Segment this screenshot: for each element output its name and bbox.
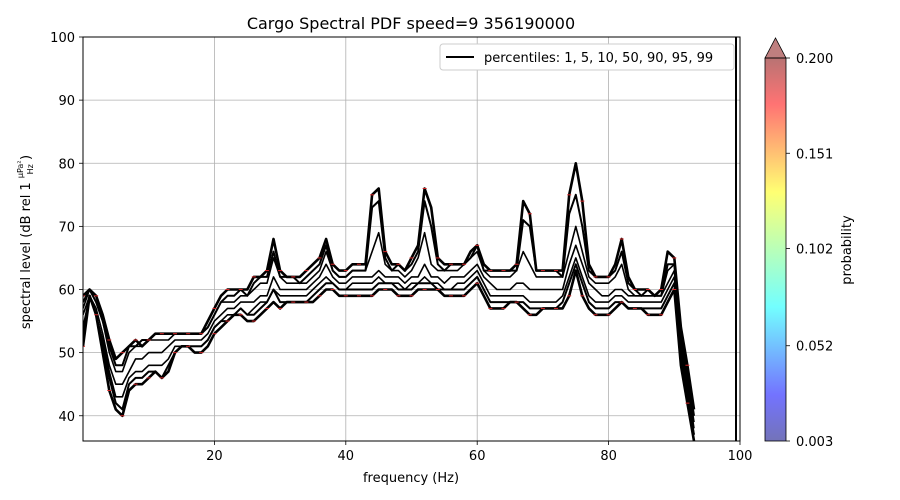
legend-label: percentiles: 1, 5, 10, 50, 90, 95, 99 xyxy=(484,51,713,66)
colorbar-extend-arrow xyxy=(764,37,787,59)
y-tick-label: 80 xyxy=(58,157,75,172)
colorbar-ticks: 0.003 0.052 0.102 0.151 0.200 xyxy=(786,52,833,450)
y-tick-label: 70 xyxy=(58,220,75,235)
y-tick-label: 100 xyxy=(50,31,75,46)
colorbar-gradient xyxy=(765,58,786,441)
y-tick-label: 60 xyxy=(58,284,75,299)
colorbar-tick-label: 0.102 xyxy=(796,243,833,258)
y-tick-label: 50 xyxy=(58,347,75,362)
y-tick-label: 90 xyxy=(58,94,75,109)
colorbar-frame xyxy=(764,57,787,442)
x-tick-label: 40 xyxy=(338,449,355,464)
percentile-line-p95 xyxy=(83,193,695,416)
plot-frame xyxy=(82,36,741,442)
colorbar-tick-label: 0.200 xyxy=(796,52,833,67)
y-axis-label-suffix: ) xyxy=(19,155,34,160)
y-axis-label: spectral level (dB rel 1 μPa² Hz ) xyxy=(12,155,37,329)
colorbar: 0.003 0.052 0.102 0.151 0.200 probability xyxy=(764,37,855,450)
x-tick-label: 100 xyxy=(728,449,753,464)
y-tick-label: 40 xyxy=(58,410,75,425)
percentile-line-p99 xyxy=(83,162,696,410)
grid xyxy=(83,36,741,441)
colorbar-tick-label: 0.151 xyxy=(796,147,833,162)
svg-text:spectral level (dB rel 1: spectral level (dB rel 1 μPa² Hz ) xyxy=(12,155,37,329)
x-tick-label: 20 xyxy=(206,449,223,464)
y-axis-label-fraction-den: Hz xyxy=(26,164,35,174)
colorbar-tick-label: 0.052 xyxy=(796,340,833,355)
x-tick-label: 60 xyxy=(469,449,486,464)
axis-ticks: 20 40 60 80 100 40 50 60 70 80 90 100 xyxy=(50,31,752,464)
legend: percentiles: 1, 5, 10, 50, 90, 95, 99 xyxy=(439,43,735,71)
legend-box xyxy=(439,43,735,71)
percentile-line-p50 xyxy=(83,244,695,429)
colorbar-label: probability xyxy=(840,215,855,285)
y-axis-label-prefix: spectral level (dB rel 1 xyxy=(19,182,34,329)
chart-title: Cargo Spectral PDF speed=9 356190000 xyxy=(247,14,575,33)
x-axis-label: frequency (Hz) xyxy=(363,471,459,486)
y-axis-label-fraction: μPa² xyxy=(16,160,25,178)
colorbar-tick-label: 0.003 xyxy=(796,435,833,450)
x-tick-label: 80 xyxy=(600,449,617,464)
percentile-line-p10 xyxy=(83,257,695,435)
percentile-lines xyxy=(83,37,737,441)
